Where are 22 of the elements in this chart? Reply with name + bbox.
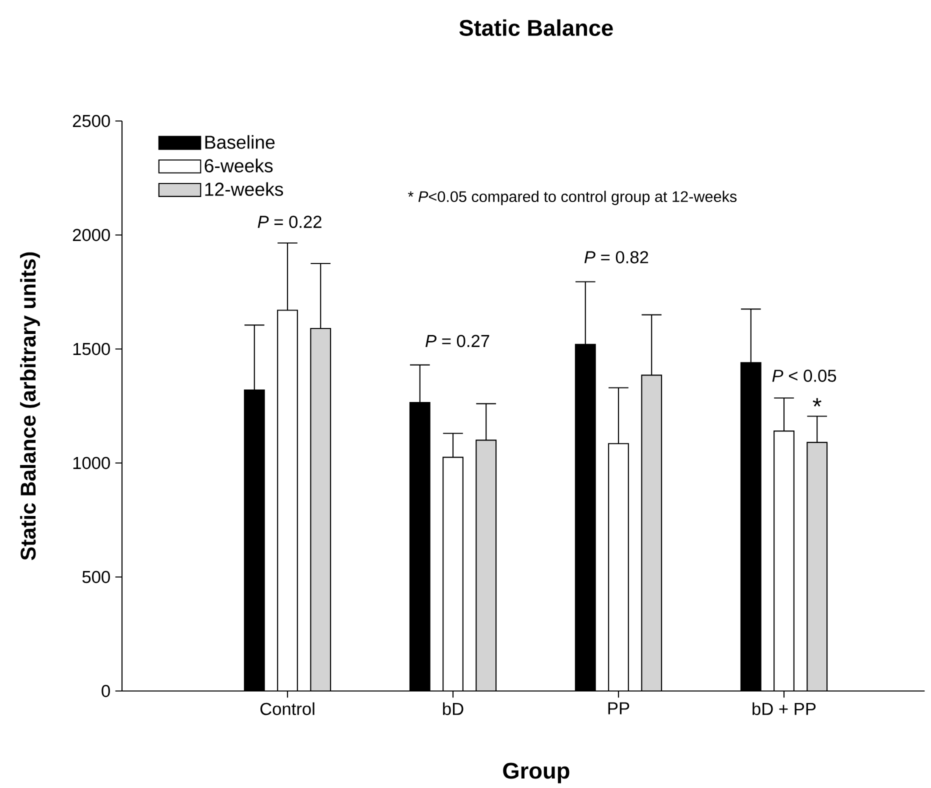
annotation: P = 0.22 [258, 216, 322, 228]
annotation: *P<0.05 compared to control group at 12-weeks [408, 190, 737, 206]
legend-label: 12-weeks [205, 182, 284, 196]
y-tick-label: 500 [82, 570, 110, 584]
y-tick-label: 2000 [72, 228, 110, 242]
chart-title: Static Balance [459, 19, 613, 36]
legend-label: Baseline [205, 135, 275, 149]
annotation: P = 0.82 [584, 251, 648, 264]
y-tick-label: 0 [102, 684, 110, 698]
legend-label: 6-weeks [204, 158, 273, 172]
annotation: P < 0.05 [772, 370, 836, 382]
annotation: P = 0.27 [426, 334, 490, 348]
x-tick-label: Control [260, 702, 314, 716]
y-tick-label: 2500 [72, 114, 110, 128]
data-label: * [812, 398, 822, 407]
x-tick-label: bD [443, 702, 464, 716]
x-axis-title: Group [503, 762, 570, 784]
x-tick-label: PP [608, 702, 630, 714]
x-tick-label: bD + PP [752, 702, 816, 716]
y-tick-label: 1000 [73, 456, 110, 470]
y-tick-label: 1500 [73, 342, 110, 356]
y-axis-title: Static Balance (arbitrary units) [20, 252, 40, 560]
